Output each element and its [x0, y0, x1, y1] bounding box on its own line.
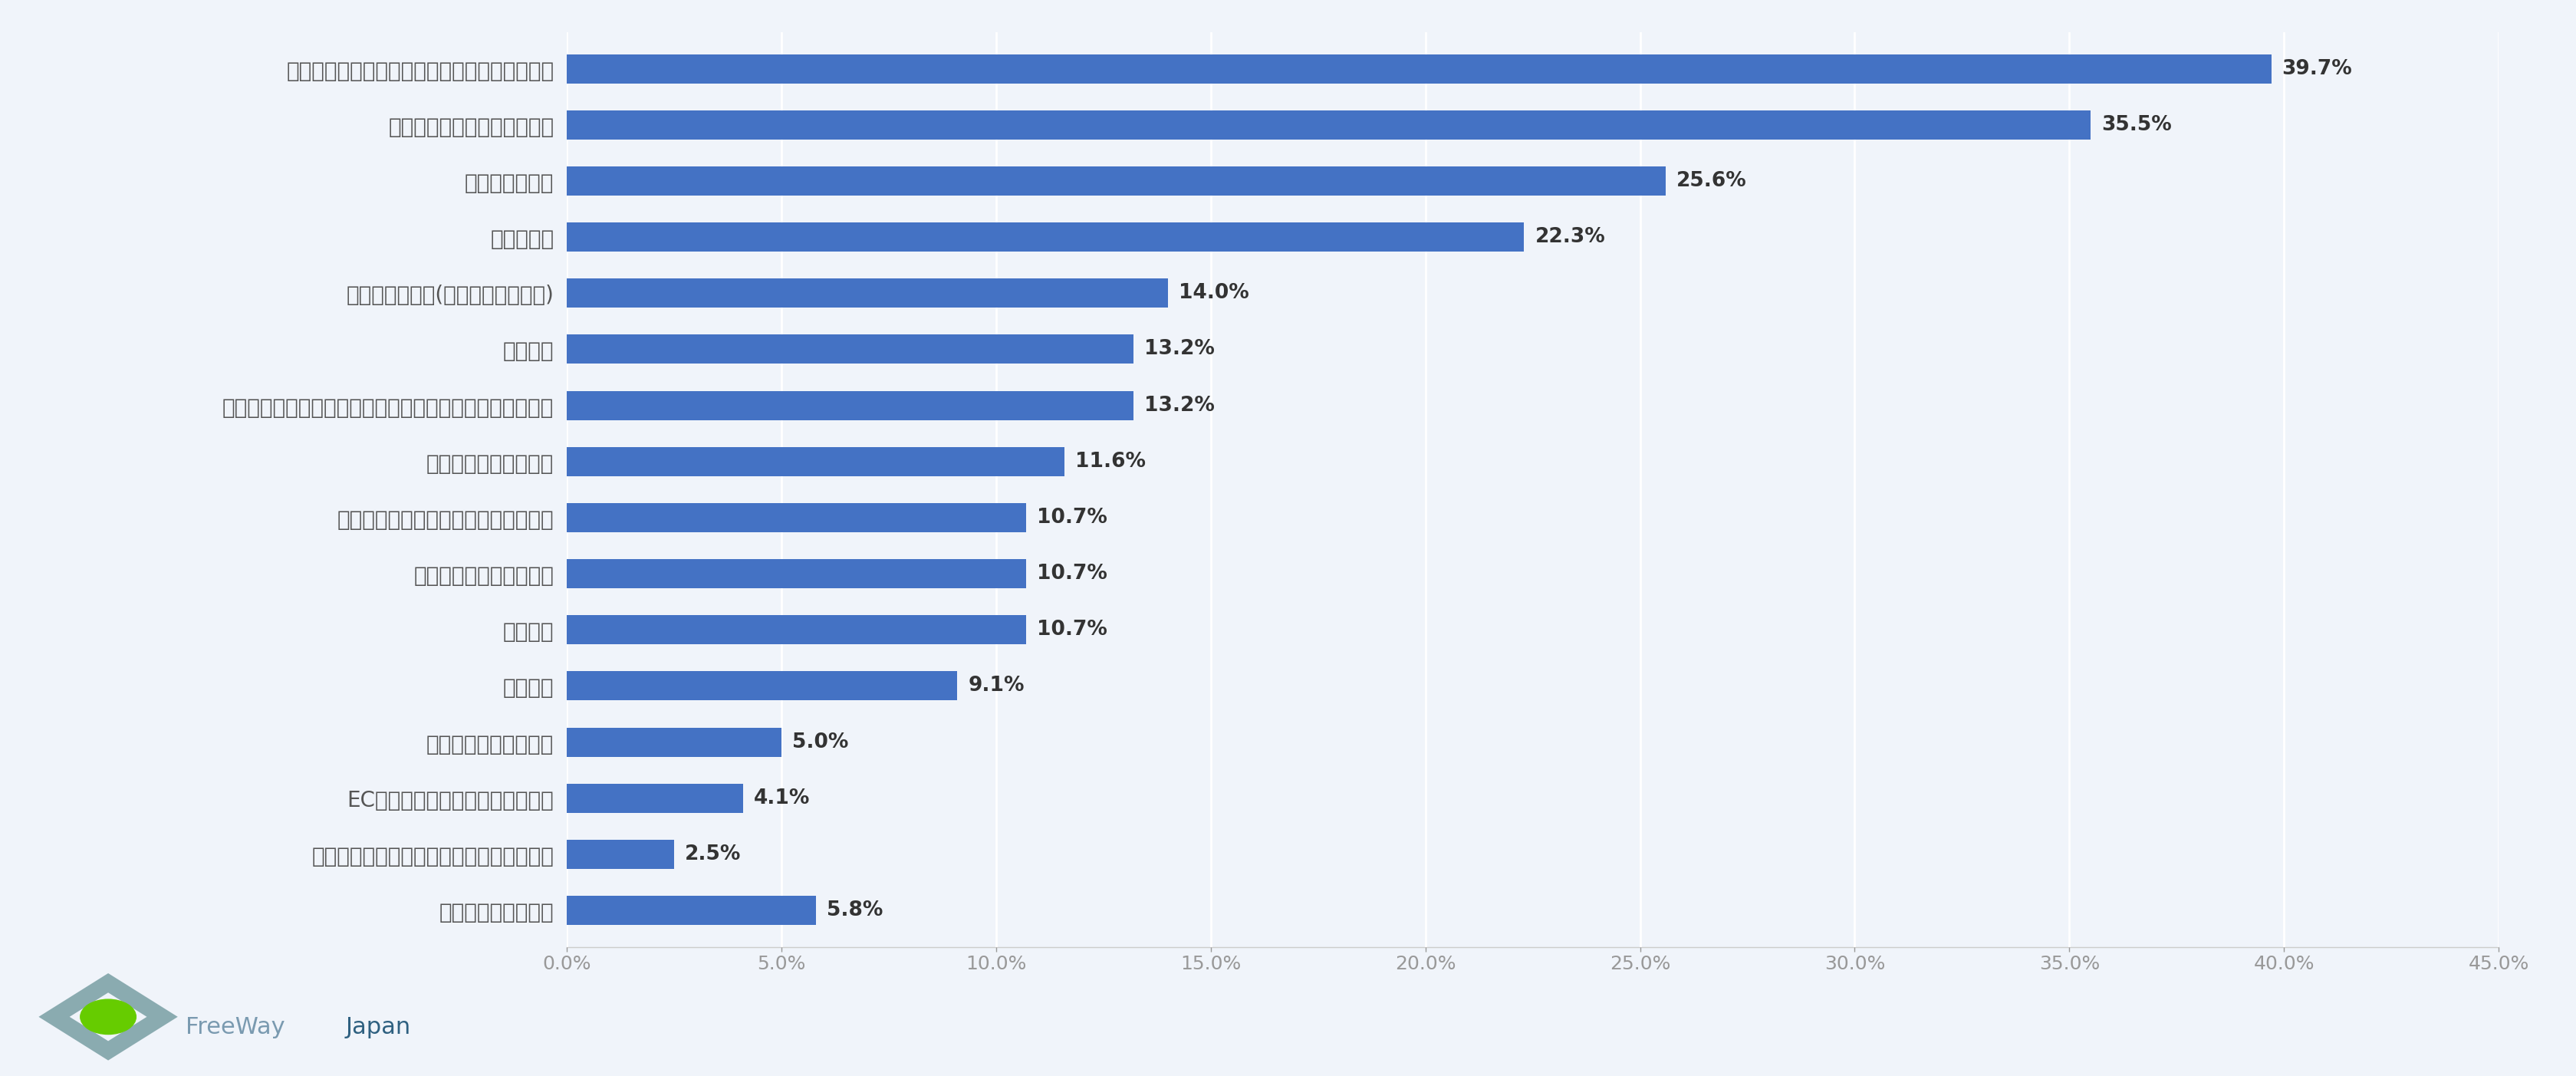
Text: 39.7%: 39.7% [2282, 59, 2352, 79]
Text: 10.7%: 10.7% [1038, 564, 1108, 583]
Text: 25.6%: 25.6% [1677, 171, 1747, 190]
Bar [567, 54, 2272, 83]
Text: FreeWay: FreeWay [185, 1017, 286, 1038]
Bar [567, 839, 675, 869]
Text: 10.7%: 10.7% [1038, 620, 1108, 640]
Bar [567, 615, 1025, 645]
Text: 10.7%: 10.7% [1038, 508, 1108, 527]
Bar [567, 560, 1025, 589]
Bar [567, 671, 958, 700]
Text: 22.3%: 22.3% [1535, 227, 1605, 247]
Bar [567, 110, 2092, 140]
Polygon shape [70, 992, 147, 1042]
Text: 13.2%: 13.2% [1144, 396, 1216, 415]
Bar [567, 447, 1064, 476]
Text: Japan: Japan [345, 1017, 410, 1038]
Bar [567, 167, 1667, 196]
Text: 2.5%: 2.5% [685, 845, 742, 864]
Text: 4.1%: 4.1% [752, 789, 809, 808]
Text: 13.2%: 13.2% [1144, 339, 1216, 359]
Bar [567, 335, 1133, 364]
Bar [567, 896, 817, 925]
Text: 35.5%: 35.5% [2102, 115, 2172, 134]
Text: 9.1%: 9.1% [969, 676, 1025, 696]
Text: 5.8%: 5.8% [827, 901, 884, 920]
Circle shape [80, 1000, 137, 1034]
Bar [567, 504, 1025, 533]
Text: 11.6%: 11.6% [1077, 452, 1146, 471]
Bar [567, 783, 742, 812]
Bar [567, 391, 1133, 420]
Text: 5.0%: 5.0% [793, 732, 848, 752]
Bar [567, 727, 781, 756]
Bar [567, 223, 1525, 252]
Polygon shape [39, 973, 178, 1061]
Bar [567, 279, 1167, 308]
Text: 14.0%: 14.0% [1180, 283, 1249, 303]
